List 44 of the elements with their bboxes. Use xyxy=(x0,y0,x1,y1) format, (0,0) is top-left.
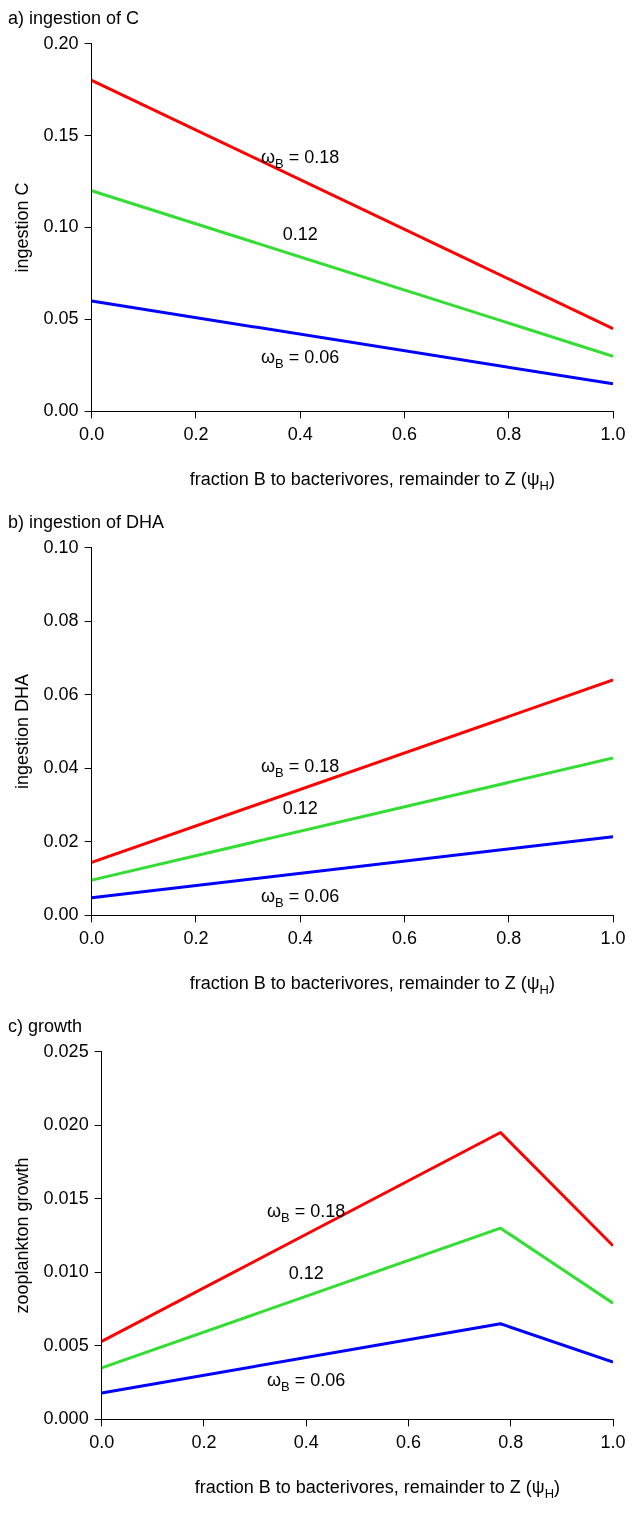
y-tick-label: 0.020 xyxy=(43,1114,89,1135)
x-tick-label: 0.2 xyxy=(191,1432,217,1453)
y-tick-label: 0.00 xyxy=(43,904,79,925)
y-tick-label: 0.08 xyxy=(43,610,79,631)
chart-title: c) growth xyxy=(8,1015,83,1036)
y-tick-label: 0.10 xyxy=(43,536,79,557)
x-tick-label: 0.2 xyxy=(183,928,209,949)
y-tick-label: 0.02 xyxy=(43,830,79,851)
x-tick-label: 0.6 xyxy=(391,424,417,445)
x-tick-label: 1.0 xyxy=(600,1432,626,1453)
x-tick-label: 0.4 xyxy=(287,424,313,445)
annotation: 0.12 xyxy=(282,798,318,819)
y-tick-label: 0.010 xyxy=(43,1261,89,1282)
chart-title: b) ingestion of DHA xyxy=(8,511,165,532)
x-tick-label: 0.2 xyxy=(183,424,209,445)
y-axis-title: ingestion DHA xyxy=(11,673,32,790)
x-tick-label: 0.8 xyxy=(496,928,522,949)
x-tick-label: 0.0 xyxy=(79,928,105,949)
x-tick-label: 1.0 xyxy=(600,928,626,949)
y-tick-label: 0.04 xyxy=(43,757,79,778)
y-tick-label: 0.05 xyxy=(43,308,79,329)
x-tick-label: 0.8 xyxy=(496,424,522,445)
x-tick-label: 0.4 xyxy=(293,1432,319,1453)
annotation: 0.12 xyxy=(282,223,318,244)
y-tick-label: 0.025 xyxy=(43,1040,89,1061)
y-axis-title: zooplankton growth xyxy=(11,1157,32,1314)
x-tick-label: 0.0 xyxy=(79,424,105,445)
x-tick-label: 0.4 xyxy=(287,928,313,949)
x-tick-label: 1.0 xyxy=(600,424,626,445)
x-tick-label: 0.8 xyxy=(498,1432,524,1453)
y-tick-label: 0.06 xyxy=(43,683,79,704)
x-tick-label: 0.6 xyxy=(395,1432,421,1453)
x-tick-label: 0.0 xyxy=(89,1432,115,1453)
y-tick-label: 0.000 xyxy=(43,1408,89,1429)
y-tick-label: 0.015 xyxy=(43,1187,89,1208)
y-axis-title: ingestion C xyxy=(11,182,32,273)
x-tick-label: 0.6 xyxy=(391,928,417,949)
y-tick-label: 0.20 xyxy=(43,32,79,53)
annotation: 0.12 xyxy=(288,1263,324,1284)
chart-title: a) ingestion of C xyxy=(8,7,140,28)
y-tick-label: 0.005 xyxy=(43,1334,89,1355)
y-tick-label: 0.10 xyxy=(43,216,79,237)
y-tick-label: 0.00 xyxy=(43,400,79,421)
y-tick-label: 0.15 xyxy=(43,124,79,145)
